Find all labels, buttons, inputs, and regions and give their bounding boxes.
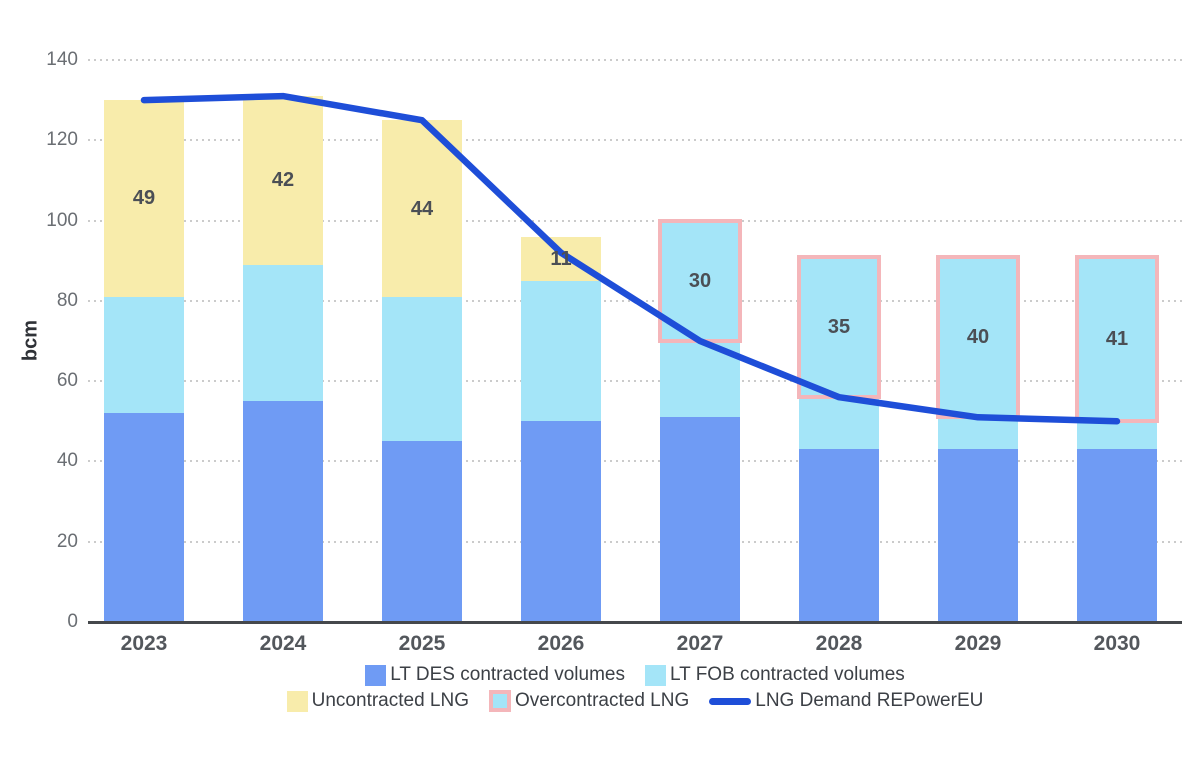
lt-des-swatch <box>365 664 387 686</box>
legend: LT DES contracted volumes LT FOB contrac… <box>88 663 1182 713</box>
legend-item-uncontracted: Uncontracted LNG <box>286 689 469 713</box>
x-tick-label-2025: 2025 <box>398 632 446 655</box>
bar-segment-lt-fob-2025 <box>382 296 462 442</box>
y-tick-label-120: 120 <box>46 129 78 151</box>
legend-label-uncontracted: Uncontracted LNG <box>311 690 469 711</box>
bar-segment-lt-des-2027 <box>660 417 740 622</box>
bar-value-label-2028: 35 <box>827 315 851 338</box>
legend-item-lt-des: LT DES contracted volumes <box>365 663 625 687</box>
y-tick-label-80: 80 <box>56 289 78 311</box>
bar-value-label-2024: 42 <box>271 169 295 192</box>
bar-value-label-2025: 44 <box>410 197 434 220</box>
lt-fob-swatch <box>645 664 666 686</box>
y-tick-label-0: 0 <box>67 611 78 632</box>
bar-value-label-2030: 41 <box>1105 327 1129 350</box>
legend-label-lt-des: LT DES contracted volumes <box>390 664 625 685</box>
gridline-20 <box>88 540 1182 543</box>
y-tick-label-20: 20 <box>56 530 78 552</box>
y-tick-label-60: 60 <box>56 370 78 392</box>
legend-row-1: LT DES contracted volumes LT FOB contrac… <box>365 663 905 687</box>
x-tick-label-2024: 2024 <box>259 632 307 655</box>
x-tick-label-2029: 2029 <box>954 632 1002 655</box>
x-tick-label-2027: 2027 <box>676 632 724 655</box>
bar-segment-lt-fob-2024 <box>243 264 323 402</box>
gridline-140 <box>88 59 1182 61</box>
y-tick-label-100: 100 <box>46 209 78 231</box>
y-tick-label-40: 40 <box>56 450 78 472</box>
bar-segment-lt-fob-2026 <box>521 280 601 422</box>
legend-item-demand-line: LNG Demand REPowerEU <box>709 689 983 713</box>
x-tick-label-2030: 2030 <box>1093 632 1141 655</box>
bar-value-label-2023: 49 <box>132 187 156 210</box>
legend-label-demand-line: LNG Demand REPowerEU <box>755 690 984 711</box>
bar-segment-lt-des-2026 <box>521 421 601 622</box>
gridline-40 <box>88 460 1182 463</box>
legend-label-overcontracted: Overcontracted LNG <box>515 690 690 711</box>
bar-value-label-2029: 40 <box>966 325 990 348</box>
legend-item-overcontracted: Overcontracted LNG <box>489 689 689 713</box>
legend-label-lt-fob: LT FOB contracted volumes <box>670 664 905 685</box>
x-axis-line <box>88 621 1182 624</box>
bar-value-label-2026: 11 <box>550 247 572 270</box>
bar-segment-lt-des-2028 <box>799 449 879 622</box>
uncontracted-swatch <box>286 690 308 712</box>
bar-segment-lt-des-2030 <box>1077 449 1157 622</box>
x-tick-label-2023: 2023 <box>120 632 168 655</box>
x-tick-label-2028: 2028 <box>815 632 863 655</box>
overcontracted-swatch <box>489 690 511 712</box>
bar-segment-lt-des-2029 <box>938 449 1018 622</box>
legend-item-lt-fob: LT FOB contracted volumes <box>645 663 905 687</box>
y-tick-label-140: 140 <box>46 49 78 70</box>
bar-segment-lt-des-2025 <box>382 441 462 622</box>
x-tick-label-2026: 2026 <box>537 632 585 655</box>
legend-row-2: Uncontracted LNG Overcontracted LNG LNG … <box>286 689 983 713</box>
bar-value-label-2027: 30 <box>688 269 712 292</box>
bar-segment-lt-fob-2023 <box>104 296 184 414</box>
bar-segment-lt-des-2024 <box>243 401 323 622</box>
bar-segment-lt-des-2023 <box>104 413 184 622</box>
demand-line-swatch <box>709 697 752 705</box>
